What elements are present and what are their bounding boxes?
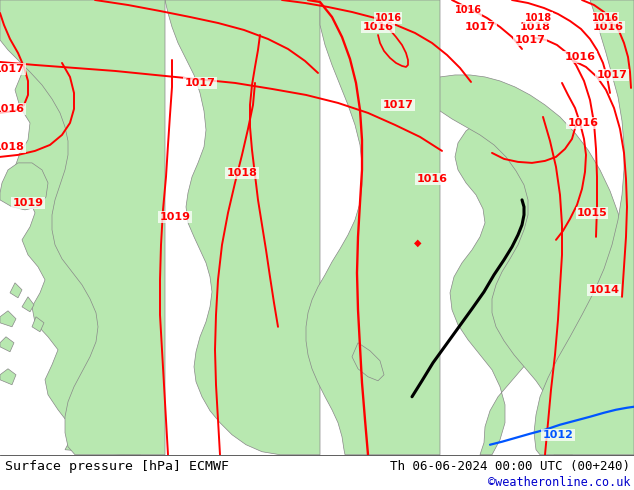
- Polygon shape: [0, 0, 165, 455]
- Text: 1019: 1019: [160, 212, 190, 222]
- Polygon shape: [22, 297, 34, 312]
- Text: 1012: 1012: [543, 430, 573, 440]
- Text: ◆: ◆: [414, 238, 422, 248]
- Polygon shape: [306, 0, 440, 455]
- Polygon shape: [450, 115, 568, 455]
- Text: Th 06-06-2024 00:00 UTC (00+240): Th 06-06-2024 00:00 UTC (00+240): [390, 460, 630, 473]
- Polygon shape: [0, 163, 48, 210]
- Text: 1019: 1019: [13, 198, 44, 208]
- Polygon shape: [0, 311, 16, 327]
- Text: ©weatheronline.co.uk: ©weatheronline.co.uk: [488, 476, 630, 490]
- Text: 1016: 1016: [0, 104, 25, 114]
- Polygon shape: [10, 283, 22, 298]
- Text: 1017: 1017: [465, 22, 495, 32]
- Text: 1016: 1016: [564, 52, 595, 62]
- Text: 1016: 1016: [593, 22, 623, 32]
- Text: 1017: 1017: [0, 64, 25, 74]
- Text: 1017: 1017: [382, 100, 413, 110]
- Text: 1016: 1016: [417, 174, 448, 184]
- Text: 1017: 1017: [597, 70, 628, 80]
- Polygon shape: [352, 343, 384, 381]
- Polygon shape: [0, 369, 16, 385]
- Text: 1016: 1016: [455, 5, 481, 15]
- Text: 1018: 1018: [0, 142, 25, 152]
- Polygon shape: [425, 75, 630, 455]
- Text: 1016: 1016: [567, 118, 598, 128]
- Polygon shape: [534, 0, 634, 455]
- Polygon shape: [0, 337, 14, 352]
- Text: 1016: 1016: [363, 22, 394, 32]
- Text: 1016: 1016: [375, 13, 401, 23]
- Text: 1017: 1017: [184, 78, 216, 88]
- Polygon shape: [165, 0, 320, 455]
- Polygon shape: [32, 317, 44, 332]
- Text: 1015: 1015: [577, 208, 607, 218]
- Text: Surface pressure [hPa] ECMWF: Surface pressure [hPa] ECMWF: [5, 460, 229, 473]
- Text: 1016: 1016: [592, 13, 619, 23]
- Polygon shape: [0, 0, 162, 455]
- Text: 1018: 1018: [524, 13, 552, 23]
- Text: 1018: 1018: [519, 22, 550, 32]
- Text: 1018: 1018: [226, 168, 257, 178]
- Text: 1017: 1017: [515, 35, 545, 45]
- Text: 1014: 1014: [588, 285, 619, 295]
